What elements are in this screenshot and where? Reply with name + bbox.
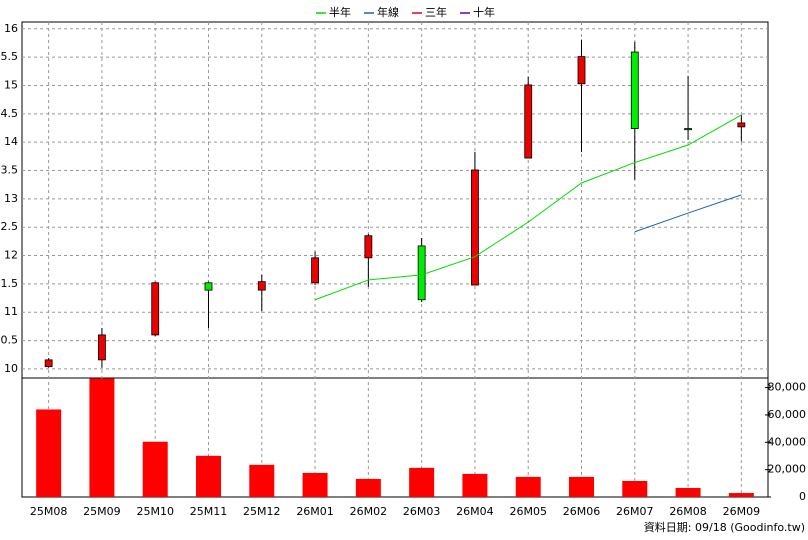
y-tick-label: 3.5 bbox=[1, 164, 19, 177]
x-tick-label: 26M07 bbox=[616, 505, 654, 518]
candle-body bbox=[417, 245, 426, 301]
y-tick-label: 11 bbox=[4, 305, 18, 318]
x-tick-label: 26M05 bbox=[509, 505, 547, 518]
x-tick-label: 25M08 bbox=[30, 505, 68, 518]
candle-body bbox=[577, 56, 586, 85]
y2-tick-label: 40,000 bbox=[768, 435, 807, 448]
x-tick-label: 26M08 bbox=[669, 505, 707, 518]
y-tick-label: 0.5 bbox=[1, 334, 19, 347]
legend-label: 三年 bbox=[425, 5, 447, 19]
y-tick-label: 10 bbox=[4, 362, 18, 375]
candle-body bbox=[364, 235, 373, 259]
volume-bar bbox=[515, 476, 541, 497]
y2-tick-label: 0 bbox=[799, 490, 806, 503]
y-tick-label: 13 bbox=[4, 192, 18, 205]
volume-bar bbox=[89, 378, 115, 497]
x-tick-label: 26M04 bbox=[456, 505, 494, 518]
x-tick-label: 26M09 bbox=[723, 505, 761, 518]
y2-tick-label: 80,000 bbox=[768, 381, 807, 394]
y-tick-label: 5.5 bbox=[1, 50, 19, 63]
y-tick-label: 2.5 bbox=[1, 220, 19, 233]
volume-bar bbox=[142, 441, 168, 497]
volume-bar bbox=[36, 409, 62, 497]
ma-line bbox=[634, 194, 742, 233]
legend-label: 十年 bbox=[473, 5, 495, 19]
volume-bar bbox=[355, 478, 381, 497]
candle-body bbox=[684, 128, 692, 131]
x-tick-label: 26M03 bbox=[403, 505, 441, 518]
candle-body bbox=[257, 281, 266, 291]
candle-body bbox=[737, 122, 746, 128]
volume-bar bbox=[569, 476, 594, 497]
footer: 資料日期: 09/18 (Goodinfo.tw) bbox=[644, 520, 805, 534]
candle-body bbox=[204, 282, 213, 291]
volume-bar bbox=[302, 472, 328, 497]
y-tick-label: 14 bbox=[4, 135, 18, 148]
plot-frame bbox=[21, 21, 769, 498]
volume-bar bbox=[249, 464, 275, 497]
candle-body bbox=[471, 169, 479, 286]
volume-bar bbox=[622, 480, 648, 497]
candle-body bbox=[630, 51, 639, 129]
volume-bar bbox=[728, 493, 754, 497]
y-tick-label: 1.5 bbox=[1, 277, 19, 290]
ma-line bbox=[314, 114, 742, 301]
y-tick-label: 4.5 bbox=[1, 107, 19, 120]
x-tick-label: 25M12 bbox=[243, 505, 281, 518]
y2-tick-label: 60,000 bbox=[768, 408, 807, 421]
y-tick-label: 15 bbox=[4, 78, 18, 91]
legend-label: 年線 bbox=[377, 5, 399, 19]
x-tick-label: 25M11 bbox=[190, 505, 228, 518]
x-tick-label: 26M01 bbox=[296, 505, 334, 518]
legend-label: 半年 bbox=[329, 5, 351, 19]
volume-bar bbox=[675, 487, 701, 497]
volume-bar bbox=[409, 467, 435, 497]
y-tick-label: 12 bbox=[4, 249, 18, 262]
candle-body bbox=[151, 282, 160, 336]
candle-body bbox=[44, 359, 53, 368]
volume-bar bbox=[462, 473, 488, 497]
candle-body bbox=[524, 84, 533, 159]
y2-tick-label: 20,000 bbox=[768, 463, 807, 476]
x-tick-label: 26M02 bbox=[350, 505, 388, 518]
candle-body bbox=[311, 257, 319, 284]
x-tick-label: 25M10 bbox=[136, 505, 174, 518]
y-tick-label: 16 bbox=[4, 22, 18, 35]
volume-bar bbox=[196, 455, 221, 497]
candle-body bbox=[98, 334, 106, 361]
x-tick-label: 25M09 bbox=[83, 505, 121, 518]
x-tick-label: 26M06 bbox=[563, 505, 601, 518]
